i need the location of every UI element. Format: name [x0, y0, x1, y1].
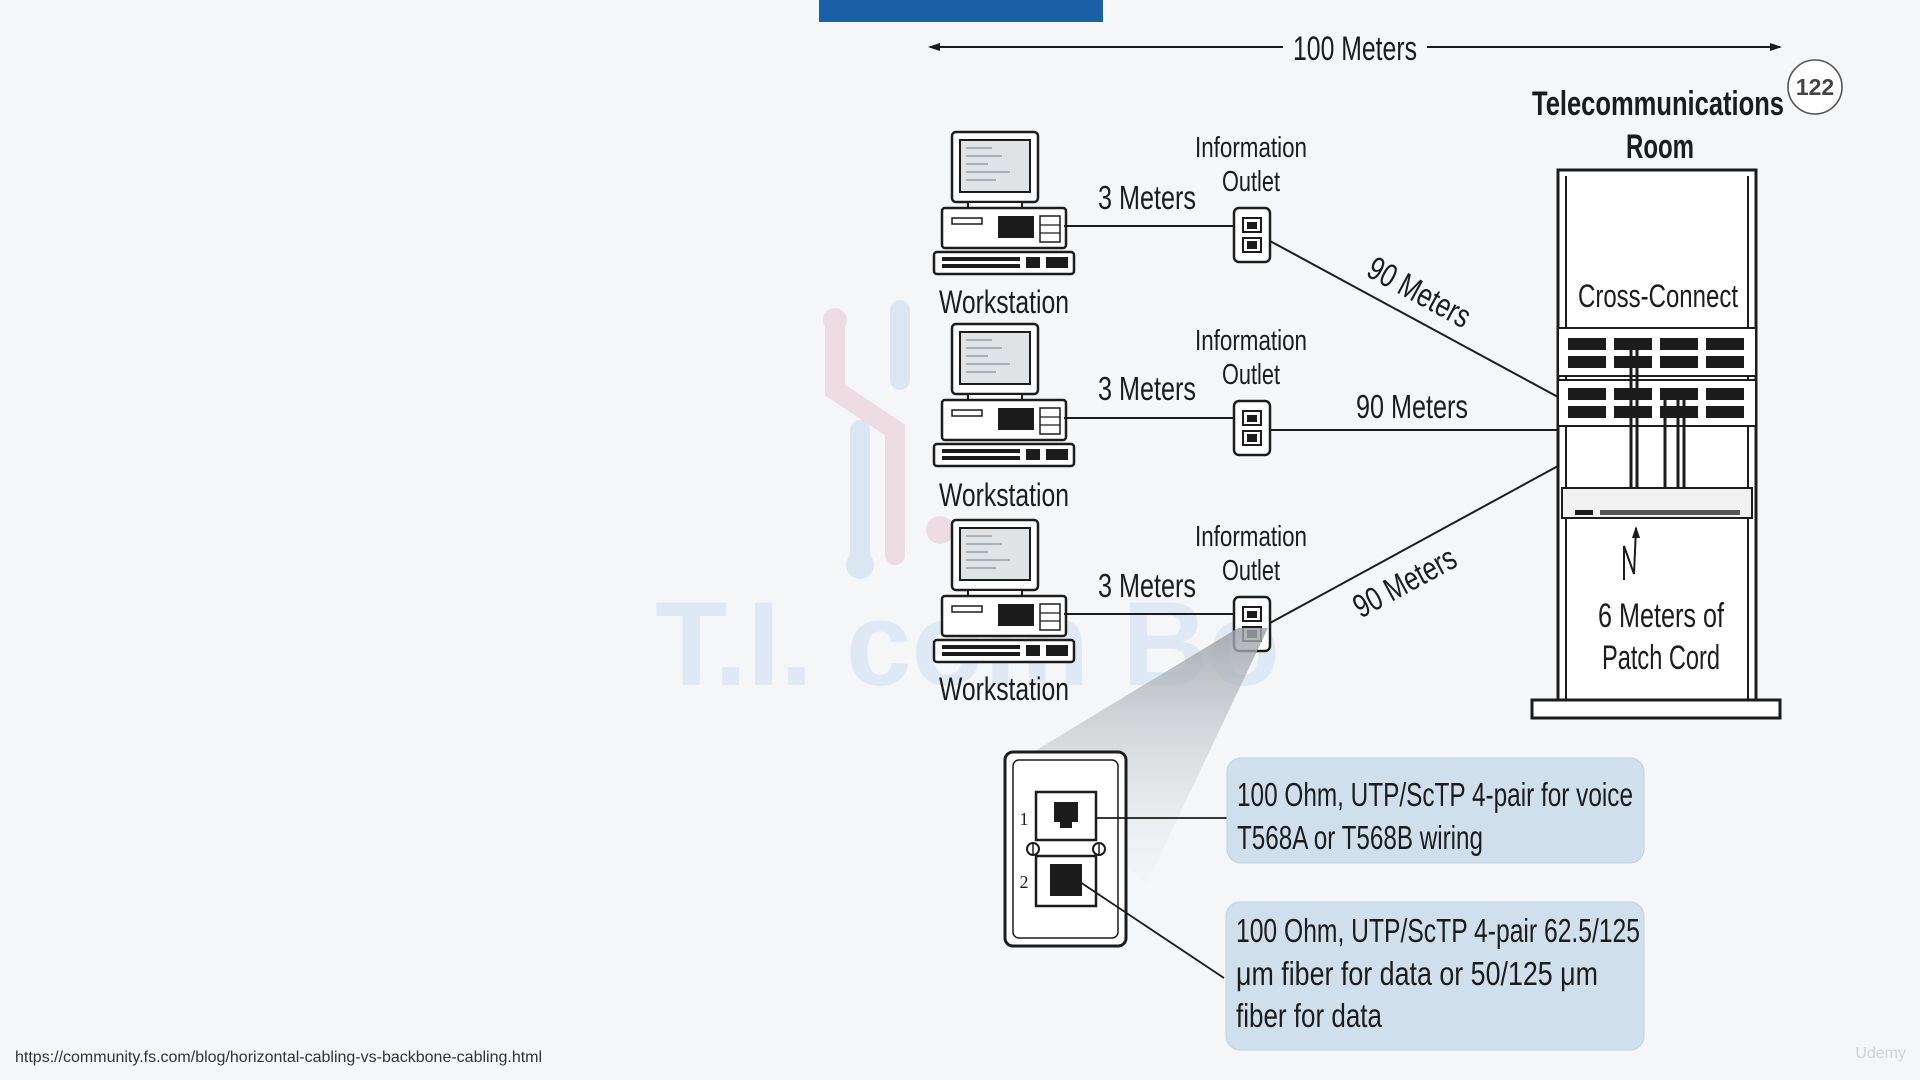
- patch-cord-label-line2: Patch Cord: [1602, 639, 1720, 677]
- patch-cable-length: 3 Meters: [1098, 370, 1196, 407]
- outlet-label-line2: Outlet: [1222, 555, 1280, 587]
- workstation-label: Workstation: [939, 477, 1069, 513]
- outlet-label-line2: Outlet: [1222, 359, 1280, 391]
- patch-panel-lower: [1557, 379, 1757, 427]
- workstation-label: Workstation: [939, 284, 1069, 320]
- outlet-label-line1: Information: [1195, 521, 1307, 553]
- desktop-computer-icon: [932, 322, 1076, 468]
- outlet-detail: 1 2: [1003, 750, 1228, 979]
- voice-callout-line1: 100 Ohm, UTP/ScTP 4-pair for voice: [1237, 776, 1633, 813]
- workstation-row-2: Workstation 3 Meters Information Outlet …: [932, 322, 1558, 513]
- data-callout: 100 Ohm, UTP/ScTP 4-pair 62.5/125 μm fib…: [1225, 901, 1645, 1051]
- desktop-computer-icon: [932, 130, 1076, 276]
- outlet-label-line1: Information: [1195, 325, 1307, 357]
- wall-outlet-icon: [1232, 399, 1272, 457]
- wall-outlet-icon: [1232, 206, 1272, 264]
- source-url[interactable]: https://community.fs.com/blog/horizontal…: [15, 1049, 543, 1066]
- cross-connect-label: Cross-Connect: [1578, 278, 1738, 314]
- voice-port-jack: [1034, 790, 1098, 842]
- telecom-room-title-line1: Telecommunications: [1532, 85, 1784, 123]
- horizontal-run-length: 90 Meters: [1346, 539, 1462, 625]
- data-callout-line3: fiber for data: [1236, 997, 1383, 1034]
- voice-callout: 100 Ohm, UTP/ScTP 4-pair for voice T568A…: [1226, 757, 1645, 864]
- patch-panel-upper: [1557, 327, 1757, 377]
- data-callout-line2: μm fiber for data or 50/125 μm: [1236, 955, 1598, 992]
- patch-cord-label-line1: 6 Meters of: [1598, 597, 1724, 635]
- top-title-bar: [819, 0, 1103, 22]
- horizontal-run-length: 90 Meters: [1356, 388, 1468, 425]
- port-number-1: 1: [1020, 809, 1029, 829]
- outlet-label-line2: Outlet: [1222, 166, 1280, 198]
- patch-cable-length: 3 Meters: [1098, 179, 1196, 216]
- total-span-label: 100 Meters: [1293, 30, 1417, 68]
- slide-number: 122: [1796, 74, 1834, 100]
- port-number-2: 2: [1020, 872, 1029, 892]
- patch-cable-length: 3 Meters: [1098, 567, 1196, 604]
- telecom-room-title-line2: Room: [1626, 128, 1694, 166]
- workstation-label: Workstation: [939, 671, 1069, 707]
- voice-callout-line2: T568A or T568B wiring: [1237, 819, 1483, 856]
- udemy-logo: Udemy: [1855, 1045, 1906, 1062]
- slide-number-badge: 122: [1787, 59, 1843, 115]
- outlet-label-line1: Information: [1195, 132, 1307, 164]
- data-callout-line1: 100 Ohm, UTP/ScTP 4-pair 62.5/125: [1236, 912, 1640, 949]
- total-span-dimension: 100 Meters: [928, 30, 1782, 68]
- equipment-rack-icon: [1530, 168, 1782, 720]
